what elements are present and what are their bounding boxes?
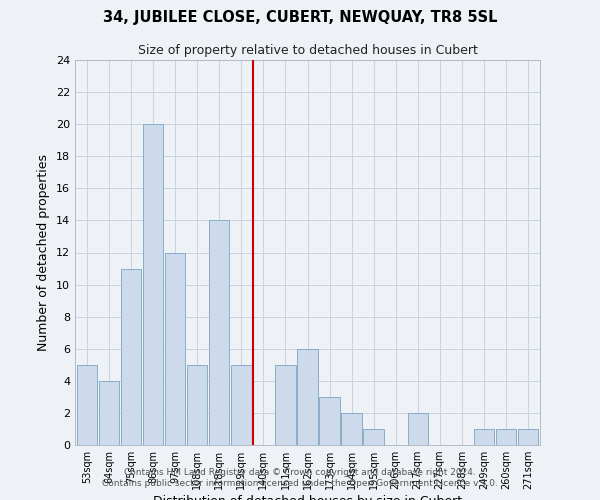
Y-axis label: Number of detached properties: Number of detached properties [37,154,50,351]
Bar [165,252,185,445]
Bar [77,365,97,445]
Bar [209,220,229,445]
Bar [496,429,516,445]
Bar [319,397,340,445]
Bar [473,429,494,445]
Title: Size of property relative to detached houses in Cubert: Size of property relative to detached ho… [137,44,478,58]
Bar [99,381,119,445]
X-axis label: Distribution of detached houses by size in Cubert: Distribution of detached houses by size … [153,495,462,500]
Bar [231,365,251,445]
Bar [121,268,142,445]
Bar [407,413,428,445]
Bar [364,429,384,445]
Bar [187,365,208,445]
Text: 34, JUBILEE CLOSE, CUBERT, NEWQUAY, TR8 5SL: 34, JUBILEE CLOSE, CUBERT, NEWQUAY, TR8 … [103,10,497,25]
Bar [518,429,538,445]
Bar [341,413,362,445]
Text: Contains HM Land Registry data © Crown copyright and database right 2024.
Contai: Contains HM Land Registry data © Crown c… [102,468,498,487]
Bar [298,349,317,445]
Bar [143,124,163,445]
Bar [275,365,296,445]
